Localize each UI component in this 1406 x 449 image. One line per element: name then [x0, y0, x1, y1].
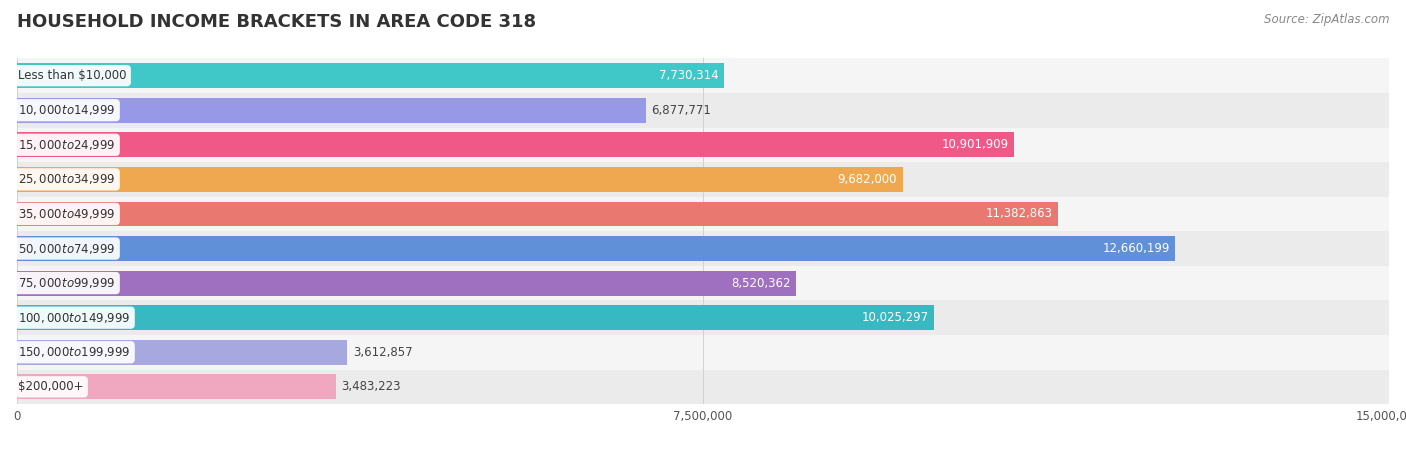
Bar [17, 236, 1175, 261]
Bar [17, 335, 1389, 370]
Bar [17, 340, 347, 365]
Text: 10,901,909: 10,901,909 [942, 138, 1008, 151]
Text: $100,000 to $149,999: $100,000 to $149,999 [18, 311, 131, 325]
Bar [17, 231, 1389, 266]
Text: 7,730,314: 7,730,314 [659, 69, 718, 82]
Bar [17, 305, 934, 330]
Text: $150,000 to $199,999: $150,000 to $199,999 [18, 345, 131, 359]
Bar [17, 63, 724, 88]
Text: 9,682,000: 9,682,000 [838, 173, 897, 186]
Bar [17, 266, 1389, 300]
Bar [17, 93, 1389, 128]
Text: $200,000+: $200,000+ [18, 380, 84, 393]
Bar [17, 162, 1389, 197]
Text: $10,000 to $14,999: $10,000 to $14,999 [18, 103, 115, 117]
Bar [17, 202, 1059, 226]
Text: $50,000 to $74,999: $50,000 to $74,999 [18, 242, 115, 255]
Bar [17, 370, 1389, 404]
Bar [17, 58, 1389, 93]
Text: 3,612,857: 3,612,857 [353, 346, 412, 359]
Bar [17, 374, 336, 399]
Text: $25,000 to $34,999: $25,000 to $34,999 [18, 172, 115, 186]
Text: Less than $10,000: Less than $10,000 [18, 69, 127, 82]
Text: 10,025,297: 10,025,297 [862, 311, 928, 324]
Bar [17, 300, 1389, 335]
Bar [17, 197, 1389, 231]
Text: 12,660,199: 12,660,199 [1102, 242, 1170, 255]
Text: 6,877,771: 6,877,771 [651, 104, 711, 117]
Text: $35,000 to $49,999: $35,000 to $49,999 [18, 207, 115, 221]
Text: $75,000 to $99,999: $75,000 to $99,999 [18, 276, 115, 290]
Text: 3,483,223: 3,483,223 [342, 380, 401, 393]
Bar [17, 128, 1389, 162]
Text: $15,000 to $24,999: $15,000 to $24,999 [18, 138, 115, 152]
Text: 11,382,863: 11,382,863 [986, 207, 1053, 220]
Text: Source: ZipAtlas.com: Source: ZipAtlas.com [1264, 13, 1389, 26]
Text: 8,520,362: 8,520,362 [731, 277, 790, 290]
Bar [17, 98, 647, 123]
Bar [17, 132, 1014, 157]
Bar [17, 271, 796, 295]
Text: HOUSEHOLD INCOME BRACKETS IN AREA CODE 318: HOUSEHOLD INCOME BRACKETS IN AREA CODE 3… [17, 13, 536, 31]
Bar [17, 167, 903, 192]
